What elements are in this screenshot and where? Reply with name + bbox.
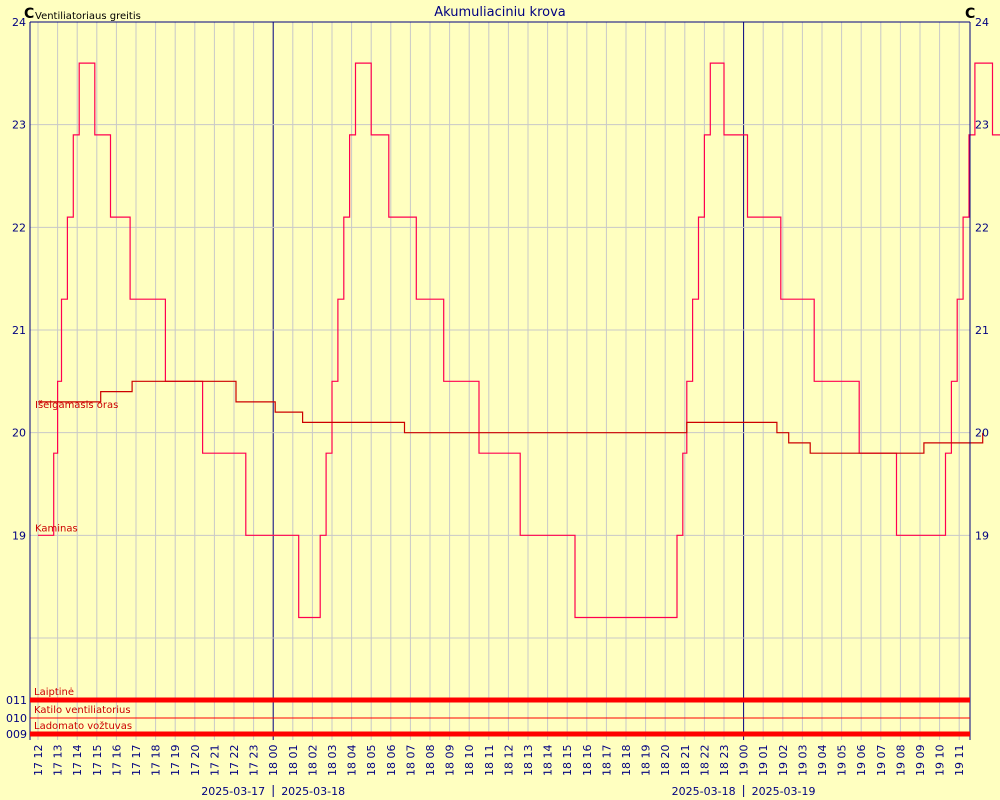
- x-tick-label: 17 20: [189, 745, 202, 777]
- date-label-left: 2025-03-18: [672, 785, 736, 798]
- y-tick-label-left: 22: [12, 221, 26, 234]
- x-tick-label: 18 22: [698, 745, 711, 777]
- y-tick-label-right: 20: [975, 427, 989, 440]
- series-group: Kaminas Išeigamasis oras: [35, 62, 1000, 619]
- bottom-rows: 011 Laiptinė 010 Katilo ventiliatorius 009 La…: [6, 687, 970, 741]
- row-code: 010: [6, 712, 27, 725]
- right-unit: C: [965, 6, 975, 22]
- x-tick-label: 18 09: [444, 745, 457, 777]
- series-line: [38, 380, 984, 454]
- x-tick-label: 19 04: [816, 745, 829, 777]
- axes: [29, 21, 971, 740]
- x-tick-label: 17 19: [169, 745, 182, 777]
- y-tick-label-left: 21: [12, 324, 26, 337]
- x-tick-label: 18 19: [640, 745, 653, 777]
- x-labels: 17 12 17 13 17 14 17 15 17 16 17 17 17 18 17 19…: [32, 745, 966, 777]
- x-tick-label: 19 00: [738, 745, 751, 777]
- x-tick-label: 19 05: [836, 745, 849, 777]
- x-tick-label: 18 12: [502, 745, 515, 777]
- x-tick-label: 18 21: [679, 745, 692, 777]
- x-tick-label: 19 09: [914, 745, 927, 777]
- x-tick-label: 19 11: [953, 745, 966, 777]
- x-tick-label: 18 20: [659, 745, 672, 777]
- y-tick-label-right: 19: [975, 529, 989, 542]
- y-tick-label-right: 22: [975, 221, 989, 234]
- x-tick-label: 19 02: [777, 745, 790, 777]
- x-tick-label: 18 15: [561, 745, 574, 777]
- x-tick-label: 17 17: [130, 745, 143, 777]
- x-tick-label: 17 23: [248, 745, 261, 777]
- x-tick-label: 18 08: [424, 745, 437, 777]
- x-tick-label: 18 13: [522, 745, 535, 777]
- x-tick-label: 18 10: [463, 745, 476, 777]
- x-tick-label: 17 18: [150, 745, 163, 777]
- date-label-left: 2025-03-17: [201, 785, 265, 798]
- x-tick-label: 18 05: [365, 745, 378, 777]
- x-tick-label: 17 21: [208, 745, 221, 777]
- y-tick-label-left: 20: [12, 427, 26, 440]
- x-tick-label: 17 22: [228, 745, 241, 777]
- x-tick-label: 18 07: [404, 745, 417, 777]
- x-tick-label: 18 16: [581, 745, 594, 777]
- series-label: Išeigamasis oras: [35, 399, 118, 411]
- status-bar-on: [30, 731, 970, 737]
- x-tick-label: 17 12: [32, 745, 45, 777]
- x-tick-label: 18 04: [346, 745, 359, 777]
- x-tick-label: 18 02: [306, 745, 319, 777]
- y-tick-label-left: 19: [12, 529, 26, 542]
- x-tick-label: 19 08: [894, 745, 907, 777]
- x-tick-label: 19 01: [757, 745, 770, 777]
- row-code: 009: [6, 728, 27, 741]
- status-bar-on: [30, 697, 970, 703]
- row-code: 011: [6, 694, 27, 707]
- x-tick-label: 19 03: [796, 745, 809, 777]
- x-tick-label: 19 10: [934, 745, 947, 777]
- x-tick-label: 17 15: [91, 745, 104, 777]
- x-tick-label: 17 14: [71, 745, 84, 777]
- x-tick-label: 17 13: [52, 745, 65, 777]
- x-tick-label: 17 16: [110, 745, 123, 777]
- x-tick-label: 18 11: [483, 745, 496, 777]
- tick-labels: 19 19 20 20 21 21 22 22 23 23 24 24: [12, 16, 989, 542]
- x-tick-label: 18 00: [267, 745, 280, 777]
- y-tick-label-right: 21: [975, 324, 989, 337]
- x-tick-label: 18 18: [620, 745, 633, 777]
- y-tick-label-right: 24: [975, 16, 989, 29]
- x-tick-label: 19 07: [875, 745, 888, 777]
- left-unit: C: [24, 6, 34, 22]
- x-tick-label: 18 03: [326, 745, 339, 777]
- x-tick-label: 18 06: [385, 745, 398, 777]
- left-axis-label: Ventiliatoriaus greitis: [35, 11, 141, 22]
- y-tick-label-right: 23: [975, 119, 989, 132]
- row-label: Ladomato vožtuvas: [34, 720, 132, 732]
- y-tick-label-left: 23: [12, 119, 26, 132]
- row-label: Laiptinė: [34, 687, 74, 698]
- x-tick-label: 18 01: [287, 745, 300, 777]
- date-label-right: 2025-03-18: [281, 785, 345, 798]
- chart-title: Akumuliaciniu krova: [434, 5, 566, 20]
- y-tick-label-left: 24: [12, 16, 26, 29]
- date-labels: 2025-03-17 2025-03-18 2025-03-18 2025-03-19: [201, 785, 816, 798]
- x-tick-label: 18 14: [542, 745, 555, 777]
- x-tick-label: 18 23: [718, 745, 731, 777]
- x-tick-label: 18 17: [600, 745, 613, 777]
- date-label-right: 2025-03-19: [752, 785, 816, 798]
- x-tick-label: 19 06: [855, 745, 868, 777]
- series-label: Kaminas: [35, 523, 78, 534]
- row-label: Katilo ventiliatorius: [34, 705, 131, 716]
